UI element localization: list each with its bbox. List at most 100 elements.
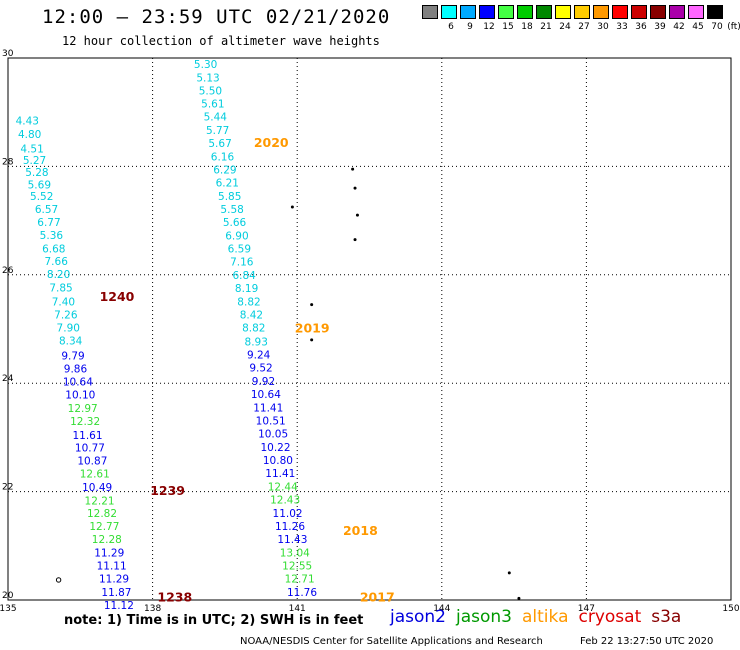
wave-height-value: 5.77 <box>206 125 229 137</box>
wave-height-value: 11.87 <box>101 587 131 599</box>
wave-height-value: 6.84 <box>232 270 256 282</box>
wave-height-value: 5.13 <box>196 72 219 84</box>
wave-height-value: 11.26 <box>275 521 305 533</box>
x-tick-label: 147 <box>578 604 595 614</box>
wave-height-value: 8.82 <box>242 323 265 335</box>
color-scale-unit: (ft) <box>727 22 740 32</box>
color-scale-label: 12 <box>483 22 495 32</box>
wave-height-value: 9.52 <box>249 362 272 374</box>
wave-height-value: 9.79 <box>61 350 84 362</box>
x-tick-label: 135 <box>0 604 17 614</box>
wave-height-value: 10.49 <box>82 482 112 494</box>
y-tick-label: 20 <box>2 591 14 601</box>
pass-time-label: 1238 <box>157 590 192 605</box>
wave-height-value: 7.90 <box>57 323 80 335</box>
wave-height-value: 10.22 <box>260 442 290 454</box>
color-swatch <box>631 5 647 19</box>
color-swatch <box>650 5 666 19</box>
wave-height-value: 11.29 <box>99 574 129 586</box>
pass-time-label: 2019 <box>295 320 330 335</box>
wave-height-value: 10.64 <box>63 376 93 388</box>
y-tick-label: 22 <box>2 483 13 493</box>
wave-height-value: 6.90 <box>225 231 248 243</box>
color-scale-label: 70 <box>711 22 723 32</box>
color-scale-label: 21 <box>540 22 552 32</box>
map-frame <box>7 57 732 601</box>
wave-height-value: 8.82 <box>237 297 260 309</box>
pass-time-label: 2020 <box>254 135 289 150</box>
wave-height-value: 5.85 <box>218 191 241 203</box>
color-swatch <box>441 5 457 19</box>
wave-height-value: 11.11 <box>97 561 127 573</box>
color-scale-label: 24 <box>559 22 571 32</box>
color-scale-label: 39 <box>654 22 666 32</box>
color-scale-label: 33 <box>616 22 628 32</box>
island-mark <box>355 213 359 217</box>
color-scale-label: 30 <box>597 22 609 32</box>
x-tick-label: 144 <box>433 604 450 614</box>
wave-height-value: 5.61 <box>201 98 224 110</box>
map-title: 12:00 – 23:59 UTC 02/21/2020 <box>42 6 391 28</box>
wave-height-value: 6.29 <box>213 164 236 176</box>
wave-height-value: 5.27 <box>23 155 46 167</box>
pass-time-label: 1240 <box>100 289 135 304</box>
color-scale-label: 15 <box>502 22 514 32</box>
wave-height-value: 12.43 <box>270 495 300 507</box>
color-swatch <box>498 5 514 19</box>
wave-height-value: 5.44 <box>204 111 228 123</box>
wave-height-value: 12.82 <box>87 508 117 520</box>
color-swatch <box>517 5 533 19</box>
color-scale-label: 36 <box>635 22 647 32</box>
wave-height-value: 5.36 <box>40 230 64 242</box>
wave-height-value: 10.87 <box>77 456 107 468</box>
wave-height-value: 7.85 <box>49 283 72 295</box>
wave-height-value: 8.19 <box>235 283 258 295</box>
wave-height-value: 7.40 <box>52 297 75 309</box>
wave-height-value: 5.69 <box>28 180 51 192</box>
wave-height-value: 5.52 <box>30 191 53 203</box>
wave-height-value: 9.92 <box>252 376 275 388</box>
wave-height-value: 12.21 <box>85 496 115 508</box>
island-mark <box>310 338 314 342</box>
wave-height-value: 10.05 <box>258 428 288 440</box>
satellite-label: s3a <box>651 607 682 627</box>
island-mark <box>353 186 357 190</box>
island-mark <box>517 596 521 600</box>
wave-height-value: 11.43 <box>277 534 307 546</box>
wave-height-value: 11.02 <box>273 508 303 520</box>
satellite-label: cryosat <box>578 607 642 627</box>
color-swatch <box>574 5 590 19</box>
wave-height-value: 12.97 <box>68 403 98 415</box>
y-tick-label: 28 <box>2 157 14 167</box>
wave-height-value: 6.59 <box>228 244 251 256</box>
wave-height-value: 12.44 <box>268 482 298 494</box>
wave-height-value: 6.16 <box>211 151 235 163</box>
wave-height-value: 10.51 <box>256 415 286 427</box>
pass-time-label: 1239 <box>150 483 185 498</box>
wave-height-value: 11.61 <box>72 430 102 442</box>
color-scale-label: 9 <box>467 22 473 32</box>
wave-height-value: 12.55 <box>282 561 312 573</box>
location-marker <box>55 577 62 583</box>
color-scale-label: 45 <box>692 22 704 32</box>
wave-height-value: 9.24 <box>247 349 271 361</box>
wave-height-value: 8.42 <box>240 310 263 322</box>
wave-height-value: 6.77 <box>37 217 60 229</box>
wave-height-value: 10.64 <box>251 389 281 401</box>
pass-time-label: 2018 <box>343 523 378 538</box>
y-tick-label: 30 <box>2 49 14 59</box>
color-scale-label: 6 <box>448 22 454 32</box>
color-swatch <box>422 5 438 19</box>
wave-height-value: 5.67 <box>208 138 231 150</box>
color-scale-label: 27 <box>578 22 590 32</box>
wave-height-value: 12.61 <box>80 469 110 481</box>
wave-height-value: 12.71 <box>285 574 315 586</box>
generated-timestamp: Feb 22 13:27:50 UTC 2020 <box>580 636 714 647</box>
note-text: note: 1) Time is in UTC; 2) SWH is in fe… <box>64 613 364 628</box>
satellite-label: altika <box>522 607 569 627</box>
wave-height-value: 4.51 <box>20 143 43 155</box>
island-mark <box>353 238 357 242</box>
color-swatch <box>460 5 476 19</box>
wave-height-value: 12.77 <box>89 521 119 533</box>
